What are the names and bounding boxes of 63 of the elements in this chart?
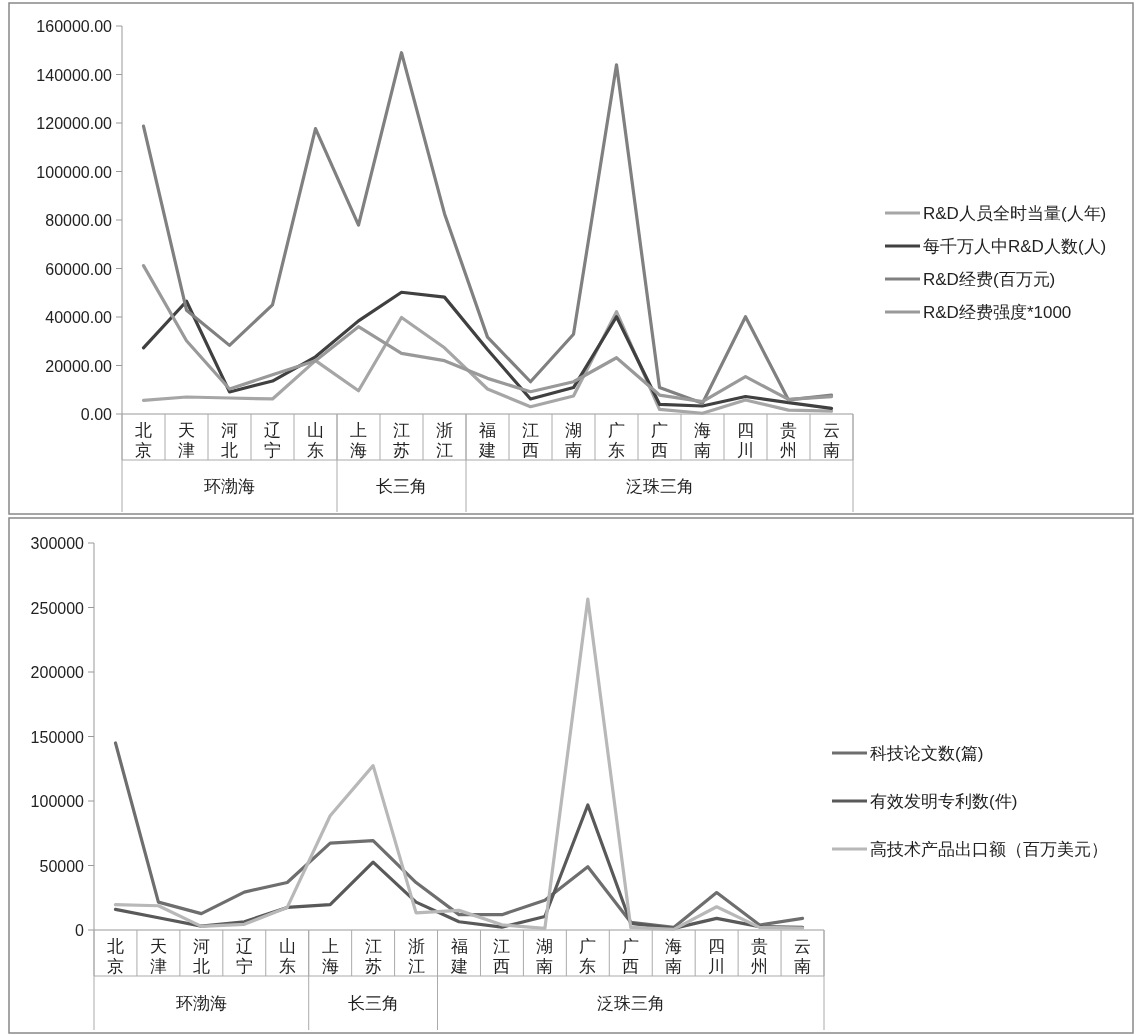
text: 泛珠三角 xyxy=(596,994,665,1013)
x-tick-label: 湖南 xyxy=(536,937,554,976)
y-tick-label: 100000.00 xyxy=(36,163,113,181)
text: 长三角 xyxy=(347,994,399,1013)
x-tick-label: 贵州 xyxy=(751,937,769,976)
legend-label: R&D经费强度*1000 xyxy=(923,303,1072,322)
x-tick-label: 江苏 xyxy=(364,937,382,976)
y-tick-label: 120000.00 xyxy=(36,115,113,132)
x-tick-label: 云南 xyxy=(823,421,840,460)
x-tick-label: 浙江 xyxy=(436,421,453,460)
x-tick-label: 湖南 xyxy=(565,421,582,460)
y-tick-label: 50000 xyxy=(39,857,85,875)
x-tick-label: 江苏 xyxy=(393,421,410,460)
x-tick-label: 海南 xyxy=(694,421,711,460)
x-tick-label: 浙江 xyxy=(407,937,425,976)
y-tick-label: 250000 xyxy=(30,599,85,617)
x-tick-label: 四川 xyxy=(737,421,754,460)
x-tick-label: 辽宁 xyxy=(235,937,253,976)
y-tick-label: 140000.00 xyxy=(36,66,113,84)
text: 长三角 xyxy=(376,477,427,496)
x-tick-label: 山东 xyxy=(278,937,296,976)
text: 环渤海 xyxy=(175,994,227,1013)
x-tick-label: 贵州 xyxy=(780,421,797,460)
y-tick-label: 20000.00 xyxy=(45,357,113,375)
text: 环渤海 xyxy=(204,477,255,496)
x-tick-label: 广东 xyxy=(608,421,625,460)
x-tick-label: 北京 xyxy=(135,421,152,460)
legend-label: 有效发明专利数(件) xyxy=(870,792,1018,811)
x-tick-label: 福建 xyxy=(478,421,496,460)
x-tick-label: 江西 xyxy=(522,421,539,460)
x-tick-label: 云南 xyxy=(794,937,812,976)
x-tick-label: 山东 xyxy=(307,421,324,460)
x-tick-label: 北京 xyxy=(106,937,124,976)
x-tick-label: 广东 xyxy=(579,937,597,976)
x-tick-label: 四川 xyxy=(708,937,726,976)
text: 泛珠三角 xyxy=(625,477,694,496)
x-tick-label: 福建 xyxy=(449,937,468,976)
x-tick-label: 广西 xyxy=(651,421,668,460)
y-tick-label: 300000 xyxy=(30,535,85,552)
y-tick-label: 0.00 xyxy=(80,406,113,423)
x-tick-label: 广西 xyxy=(622,937,640,976)
y-tick-label: 100000 xyxy=(30,793,85,810)
x-tick-label: 上海 xyxy=(321,937,339,976)
x-tick-label: 江西 xyxy=(493,937,511,976)
x-tick-label: 辽宁 xyxy=(264,421,281,460)
legend-label: 科技论文数(篇) xyxy=(870,744,984,763)
x-tick-label: 天津 xyxy=(149,937,167,976)
y-tick-label: 80000.00 xyxy=(45,212,113,229)
x-tick-label: 河北 xyxy=(192,937,210,976)
x-tick-label: 上海 xyxy=(350,421,367,460)
y-tick-label: 0 xyxy=(75,922,85,939)
y-tick-label: 40000.00 xyxy=(45,309,113,326)
x-tick-label: 天津 xyxy=(178,421,195,460)
y-tick-label: 160000.00 xyxy=(36,18,113,35)
y-tick-label: 200000 xyxy=(30,664,85,681)
legend-label: R&D经费(百万元) xyxy=(923,270,1056,289)
legend-label: 高技术产品出口额（百万美元） xyxy=(870,840,1108,859)
x-tick-label: 河北 xyxy=(221,421,238,460)
legend-label: R&D人员全时当量(人年) xyxy=(923,204,1107,223)
legend-label: 每千万人中R&D人数(人) xyxy=(923,237,1107,256)
x-tick-label: 海南 xyxy=(665,937,683,976)
y-tick-label: 60000.00 xyxy=(45,260,113,278)
y-tick-label: 150000 xyxy=(30,728,85,746)
